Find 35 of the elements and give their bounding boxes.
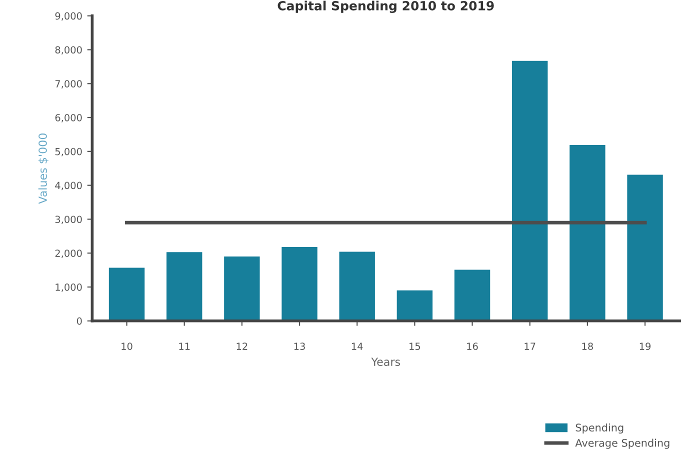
- bar: [627, 174, 663, 321]
- bar: [166, 252, 202, 321]
- y-tick-label: 0: [76, 317, 82, 325]
- x-tick-label: 16: [467, 342, 478, 350]
- x-tick-label: 11: [179, 342, 190, 350]
- x-tick-label: 15: [410, 342, 420, 350]
- bar: [282, 247, 318, 321]
- bar: [454, 270, 490, 321]
- y-tick-label: 8,000: [55, 46, 82, 55]
- chart-title: Capital Spending 2010 to 2019: [278, 0, 494, 13]
- y-tick-label: 4,000: [55, 182, 82, 190]
- x-tick-label: 19: [640, 342, 651, 350]
- y-axis-title: Values $'000: [38, 134, 48, 204]
- legend-label: Average Spending: [575, 438, 670, 449]
- bar: [224, 256, 260, 321]
- y-tick-label: 6,000: [55, 114, 82, 122]
- bar: [512, 60, 548, 321]
- bar: [339, 252, 375, 321]
- x-tick-label: 17: [524, 342, 536, 350]
- bar: [570, 144, 606, 321]
- y-tick-label: 2,000: [55, 250, 82, 258]
- bar: [108, 268, 145, 321]
- x-tick-label: 10: [122, 342, 132, 350]
- x-tick-label: 18: [582, 342, 593, 350]
- y-tick-label: 5,000: [55, 148, 82, 156]
- x-tick-label: 14: [352, 342, 363, 350]
- x-tick-label: 13: [294, 342, 305, 350]
- legend-label: Spending: [576, 423, 624, 434]
- y-tick-label: 1,000: [56, 284, 82, 292]
- y-tick-label: 7,000: [55, 80, 82, 88]
- x-tick-label: 12: [236, 342, 248, 350]
- x-axis-title: Years: [371, 358, 400, 366]
- bar: [396, 290, 433, 321]
- y-tick-label: 9,000: [55, 12, 82, 21]
- y-tick-label: 3,000: [55, 216, 82, 224]
